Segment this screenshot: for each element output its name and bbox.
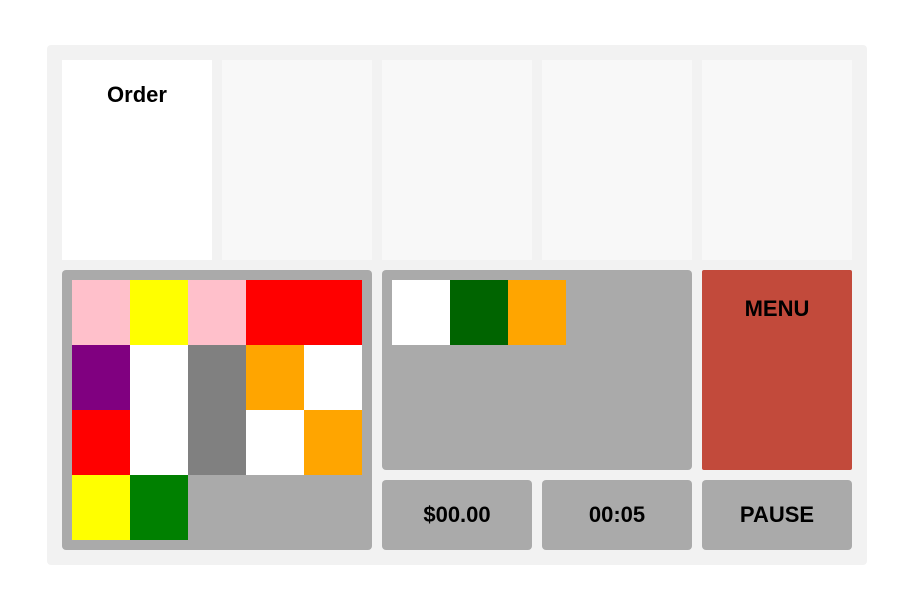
ingredient-tile-yellow[interactable] — [72, 475, 130, 540]
ingredient-tile-white[interactable] — [130, 345, 188, 410]
ingredient-tile-white[interactable] — [130, 410, 188, 475]
order-slot-empty — [542, 60, 692, 260]
ingredient-tile-red[interactable] — [304, 280, 362, 345]
ingredient-bin — [62, 270, 372, 550]
ingredient-tile-red[interactable] — [72, 410, 130, 475]
ingredient-tile-red[interactable] — [246, 280, 304, 345]
tray-item-dark-green[interactable] — [450, 280, 508, 345]
menu-button-label: MENU — [744, 296, 810, 321]
ingredient-tile-purple[interactable] — [72, 345, 130, 410]
order-slot-empty — [702, 60, 852, 260]
order-slot-empty — [382, 60, 532, 260]
order-card: Order — [62, 60, 212, 260]
game-board: Order MENU $00.00 00:05 PAUSE — [47, 45, 867, 565]
money-display: $00.00 — [382, 480, 532, 550]
tray-item-white[interactable] — [392, 280, 450, 345]
ingredient-tile-gray[interactable] — [188, 410, 246, 475]
ingredient-tile-green[interactable] — [130, 475, 188, 540]
ingredient-tile-yellow[interactable] — [130, 280, 188, 345]
ingredient-tile-pink[interactable] — [72, 280, 130, 345]
ingredient-tile-pink[interactable] — [188, 280, 246, 345]
order-title: Order — [107, 82, 167, 107]
tray-item-orange[interactable] — [508, 280, 566, 345]
menu-button[interactable]: MENU — [702, 270, 852, 470]
pause-button[interactable]: PAUSE — [702, 480, 852, 550]
ingredient-tile-gray[interactable] — [188, 345, 246, 410]
order-slot-empty — [222, 60, 372, 260]
ingredient-tile-orange[interactable] — [246, 345, 304, 410]
ingredient-tile-white[interactable] — [304, 345, 362, 410]
ingredient-tile-white[interactable] — [246, 410, 304, 475]
timer-display: 00:05 — [542, 480, 692, 550]
current-tray — [382, 270, 692, 470]
ingredient-tile-orange[interactable] — [304, 410, 362, 475]
